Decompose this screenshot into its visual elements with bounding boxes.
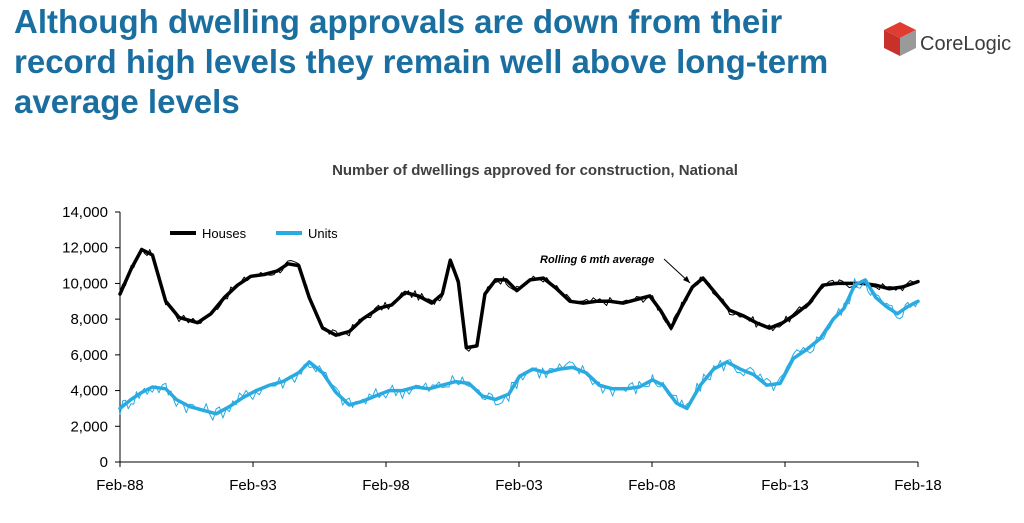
y-axis: 0 2,000 4,000 6,000 8,000 10,000 12,000 14,000 xyxy=(62,204,121,471)
corelogic-logo: CoreLogic xyxy=(880,18,1020,62)
series-houses-average-line xyxy=(118,247,920,350)
y-tick-label: 12,000 xyxy=(62,240,108,257)
legend-label-units: Units xyxy=(308,226,338,241)
y-tick-label: 6,000 xyxy=(70,347,108,364)
x-tick-label: Feb-98 xyxy=(362,477,410,494)
x-tick-label: Feb-13 xyxy=(761,477,809,494)
x-axis: Feb-88 Feb-93 Feb-98 Feb-03 Feb-08 Feb-13 Feb-… xyxy=(96,461,942,494)
y-tick-label: 10,000 xyxy=(62,275,108,292)
page-headline: Although dwelling approvals are down fro… xyxy=(14,3,829,120)
x-tick-label: Feb-18 xyxy=(894,477,942,494)
logo-wordmark: CoreLogic xyxy=(920,33,1012,55)
y-tick-label: 0 xyxy=(100,454,108,471)
plot-lines xyxy=(118,247,920,421)
x-tick-label: Feb-08 xyxy=(628,477,676,494)
series-houses-monthly-line xyxy=(119,247,919,352)
y-tick-label: 8,000 xyxy=(70,311,108,328)
x-tick-label: Feb-03 xyxy=(495,477,543,494)
chart-title: Number of dwellings approved for constru… xyxy=(332,162,738,179)
annotation-arrowhead xyxy=(683,276,690,283)
chart-annotation: Rolling 6 mth average xyxy=(540,254,691,284)
corelogic-cube-icon xyxy=(884,22,916,56)
chart-legend: Houses Units xyxy=(170,226,338,241)
y-tick-label: 4,000 xyxy=(70,383,108,400)
series-units-average-line xyxy=(118,278,920,416)
approvals-line-chart: Number of dwellings approved for constru… xyxy=(62,162,942,494)
annotation-label: Rolling 6 mth average xyxy=(540,254,654,266)
y-tick-label: 14,000 xyxy=(62,204,108,221)
legend-label-houses: Houses xyxy=(202,226,247,241)
x-tick-label: Feb-93 xyxy=(229,477,277,494)
y-tick-label: 2,000 xyxy=(70,418,108,435)
x-tick-label: Feb-88 xyxy=(96,477,144,494)
